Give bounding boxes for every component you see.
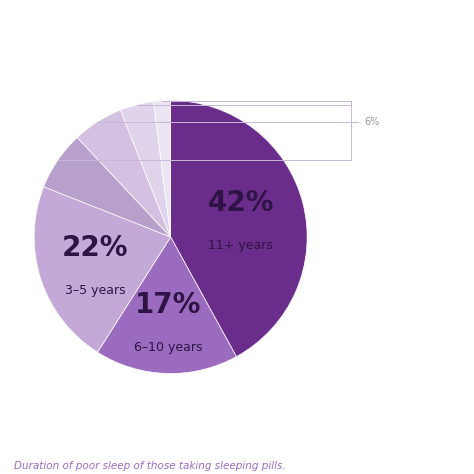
Wedge shape xyxy=(34,187,171,352)
Wedge shape xyxy=(44,137,171,237)
Wedge shape xyxy=(154,100,171,237)
Wedge shape xyxy=(171,100,307,356)
Text: 11+ years: 11+ years xyxy=(208,239,273,252)
Wedge shape xyxy=(77,110,171,237)
Text: 42%: 42% xyxy=(207,189,274,217)
Wedge shape xyxy=(98,237,237,374)
Text: 3–5 years: 3–5 years xyxy=(65,284,126,297)
Text: 17%: 17% xyxy=(135,291,201,319)
Text: Duration of poor sleep of those taking sleeping pills.: Duration of poor sleep of those taking s… xyxy=(14,461,286,471)
Text: 6%: 6% xyxy=(365,117,380,127)
Text: 6–10 years: 6–10 years xyxy=(134,341,202,354)
Wedge shape xyxy=(120,101,171,237)
Text: 22%: 22% xyxy=(62,234,129,262)
